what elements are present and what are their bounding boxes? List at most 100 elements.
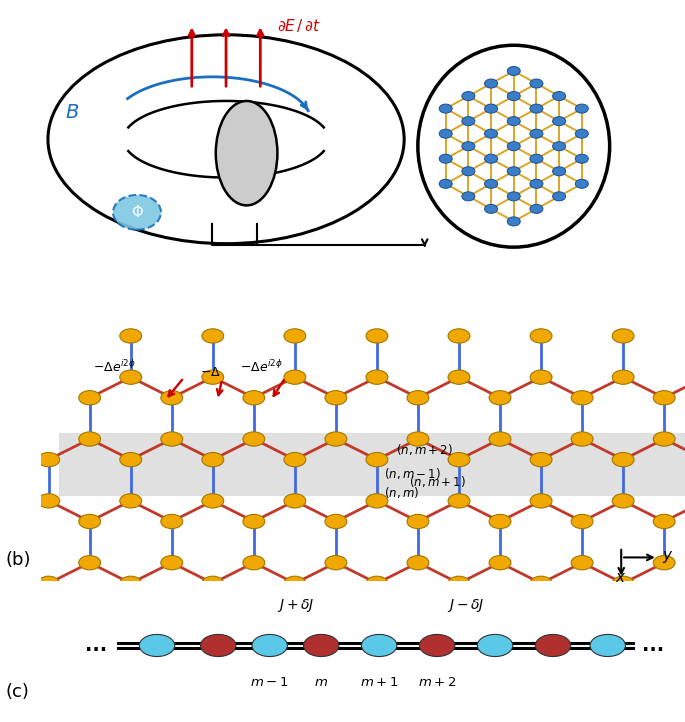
Ellipse shape <box>507 217 521 226</box>
Ellipse shape <box>553 92 566 100</box>
Text: $-\Delta e^{i2\phi}$: $-\Delta e^{i2\phi}$ <box>240 359 283 375</box>
Text: (c): (c) <box>5 684 29 702</box>
Ellipse shape <box>202 329 224 343</box>
Ellipse shape <box>507 92 521 100</box>
Ellipse shape <box>325 514 347 529</box>
Ellipse shape <box>448 453 470 466</box>
Text: $m$: $m$ <box>314 676 328 689</box>
Ellipse shape <box>419 635 455 656</box>
Ellipse shape <box>530 155 543 163</box>
Ellipse shape <box>448 494 470 508</box>
Text: (a): (a) <box>240 173 265 191</box>
Ellipse shape <box>407 432 429 446</box>
Ellipse shape <box>439 129 452 138</box>
Ellipse shape <box>202 453 224 466</box>
Ellipse shape <box>407 391 429 405</box>
Ellipse shape <box>484 179 497 188</box>
Ellipse shape <box>507 142 521 151</box>
Ellipse shape <box>507 66 521 76</box>
Ellipse shape <box>507 167 521 175</box>
Ellipse shape <box>571 432 593 446</box>
Ellipse shape <box>79 391 101 405</box>
Ellipse shape <box>484 155 497 163</box>
Ellipse shape <box>530 576 552 591</box>
Ellipse shape <box>612 453 634 466</box>
Bar <box>60 433 685 495</box>
Ellipse shape <box>530 329 552 343</box>
Ellipse shape <box>489 514 511 529</box>
Ellipse shape <box>366 329 388 343</box>
Text: $(n,m)$: $(n,m)$ <box>384 485 419 500</box>
Ellipse shape <box>284 494 306 508</box>
Ellipse shape <box>530 129 543 138</box>
Ellipse shape <box>530 204 543 214</box>
Ellipse shape <box>448 370 470 384</box>
Ellipse shape <box>653 514 675 529</box>
Ellipse shape <box>612 494 634 508</box>
Ellipse shape <box>216 101 277 205</box>
Ellipse shape <box>366 494 388 508</box>
Ellipse shape <box>120 453 142 466</box>
Ellipse shape <box>120 329 142 343</box>
Ellipse shape <box>161 555 183 570</box>
Ellipse shape <box>553 167 566 175</box>
Ellipse shape <box>38 494 60 508</box>
Ellipse shape <box>366 576 388 591</box>
Ellipse shape <box>139 635 175 656</box>
Ellipse shape <box>484 104 497 113</box>
Text: $-\Delta e^{i2\phi}$: $-\Delta e^{i2\phi}$ <box>92 359 136 375</box>
Ellipse shape <box>484 79 497 88</box>
Ellipse shape <box>530 104 543 113</box>
Ellipse shape <box>243 391 265 405</box>
Ellipse shape <box>161 432 183 446</box>
Ellipse shape <box>284 329 306 343</box>
Text: $x$: $x$ <box>615 570 627 586</box>
Text: $J+\delta J$: $J+\delta J$ <box>277 597 314 614</box>
Text: $(n,m+2)$: $(n,m+2)$ <box>397 442 453 456</box>
Ellipse shape <box>653 555 675 570</box>
Text: $y$: $y$ <box>662 549 673 565</box>
Ellipse shape <box>489 432 511 446</box>
Ellipse shape <box>38 576 60 591</box>
Ellipse shape <box>439 155 452 163</box>
Ellipse shape <box>530 494 552 508</box>
Text: $-\Delta$: $-\Delta$ <box>200 366 221 379</box>
Ellipse shape <box>120 576 142 591</box>
Ellipse shape <box>113 195 161 230</box>
Ellipse shape <box>553 142 566 151</box>
Ellipse shape <box>243 432 265 446</box>
Ellipse shape <box>653 432 675 446</box>
Ellipse shape <box>530 179 543 188</box>
Text: $(n,m-1)$: $(n,m-1)$ <box>384 466 441 482</box>
Ellipse shape <box>462 192 475 201</box>
Ellipse shape <box>489 555 511 570</box>
Ellipse shape <box>284 576 306 591</box>
Ellipse shape <box>612 576 634 591</box>
Ellipse shape <box>448 329 470 343</box>
Text: ...: ... <box>642 636 664 655</box>
Ellipse shape <box>553 192 566 201</box>
Ellipse shape <box>202 576 224 591</box>
Ellipse shape <box>202 494 224 508</box>
Ellipse shape <box>575 155 588 163</box>
Ellipse shape <box>161 514 183 529</box>
Text: $\Phi$: $\Phi$ <box>131 204 143 220</box>
Ellipse shape <box>243 555 265 570</box>
Ellipse shape <box>362 635 397 656</box>
Text: $\partial E\,/\,\partial t$: $\partial E\,/\,\partial t$ <box>277 17 321 35</box>
Ellipse shape <box>575 104 588 113</box>
Ellipse shape <box>575 129 588 138</box>
Ellipse shape <box>553 117 566 126</box>
Ellipse shape <box>653 391 675 405</box>
Ellipse shape <box>201 635 236 656</box>
Ellipse shape <box>462 167 475 175</box>
Ellipse shape <box>284 370 306 384</box>
Text: $m+2$: $m+2$ <box>418 676 456 689</box>
Ellipse shape <box>161 391 183 405</box>
Ellipse shape <box>448 576 470 591</box>
Ellipse shape <box>303 635 339 656</box>
Ellipse shape <box>38 453 60 466</box>
Ellipse shape <box>407 555 429 570</box>
Ellipse shape <box>477 635 513 656</box>
Ellipse shape <box>612 370 634 384</box>
